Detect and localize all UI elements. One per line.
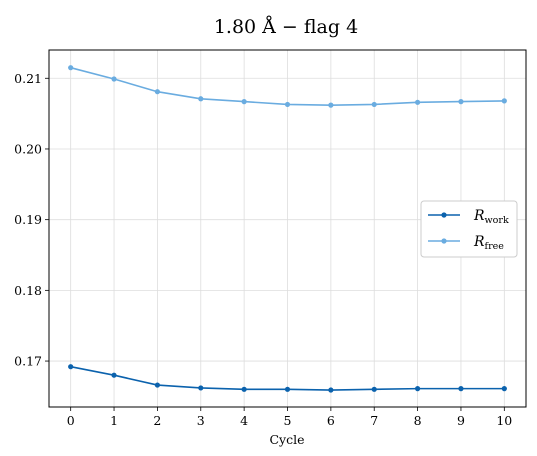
data-point-work xyxy=(501,386,507,392)
data-point-free xyxy=(68,65,74,71)
legend-label-subscript: free xyxy=(485,241,505,252)
data-point-free xyxy=(154,89,161,95)
data-point-work xyxy=(198,385,204,391)
data-point-work xyxy=(414,386,421,392)
legend-marker-work xyxy=(441,212,447,218)
series-layer xyxy=(68,65,507,393)
x-tick-label: 6 xyxy=(327,413,335,428)
legend-label-free: Rfree xyxy=(473,234,504,252)
legend-label-work: Rwork xyxy=(473,208,509,226)
y-tick-label: 0.17 xyxy=(14,354,42,369)
y-tick-label: 0.18 xyxy=(14,283,42,298)
data-point-free xyxy=(458,99,464,105)
data-point-work xyxy=(371,386,377,392)
data-point-free xyxy=(371,101,377,108)
data-point-free xyxy=(111,76,117,82)
y-tick-label: 0.19 xyxy=(14,212,42,227)
chart-title: 1.80 Å − flag 4 xyxy=(214,16,358,38)
x-tick-label: 5 xyxy=(284,413,292,428)
x-tick-label: 4 xyxy=(240,413,248,428)
x-tick-label: 9 xyxy=(457,413,465,428)
x-axis-label: Cycle xyxy=(269,432,304,447)
data-point-work xyxy=(458,386,464,392)
x-tick-label: 3 xyxy=(197,413,205,428)
data-point-free xyxy=(328,102,334,108)
data-point-work xyxy=(154,382,161,388)
x-tick-label: 10 xyxy=(496,413,512,428)
data-point-work xyxy=(284,386,291,392)
y-tick-label: 0.21 xyxy=(14,71,42,86)
x-tick-label: 8 xyxy=(414,413,422,428)
data-point-free xyxy=(198,96,204,102)
legend-label-subscript: work xyxy=(485,215,509,226)
data-point-free xyxy=(414,99,421,105)
legend-label-main: R xyxy=(473,208,485,224)
legend-marker-free xyxy=(441,238,447,244)
data-point-free xyxy=(501,98,507,104)
data-point-work xyxy=(328,387,334,393)
x-tick-label: 0 xyxy=(67,413,75,428)
x-tick-label: 1 xyxy=(110,413,118,428)
data-point-work xyxy=(68,364,74,370)
x-axis: 0 1 2 3 4 5 6 7 8 9 10 xyxy=(67,407,512,428)
data-point-work xyxy=(111,372,117,378)
data-point-work xyxy=(241,386,247,392)
data-point-free xyxy=(241,99,247,105)
x-tick-label: 2 xyxy=(153,413,161,428)
y-tick-label: 0.20 xyxy=(14,141,42,156)
x-tick-label: 7 xyxy=(370,413,378,428)
data-point-free xyxy=(284,101,291,108)
legend-label-main: R xyxy=(473,234,485,250)
y-axis: 0.17 0.18 0.19 0.20 0.21 xyxy=(14,71,49,369)
